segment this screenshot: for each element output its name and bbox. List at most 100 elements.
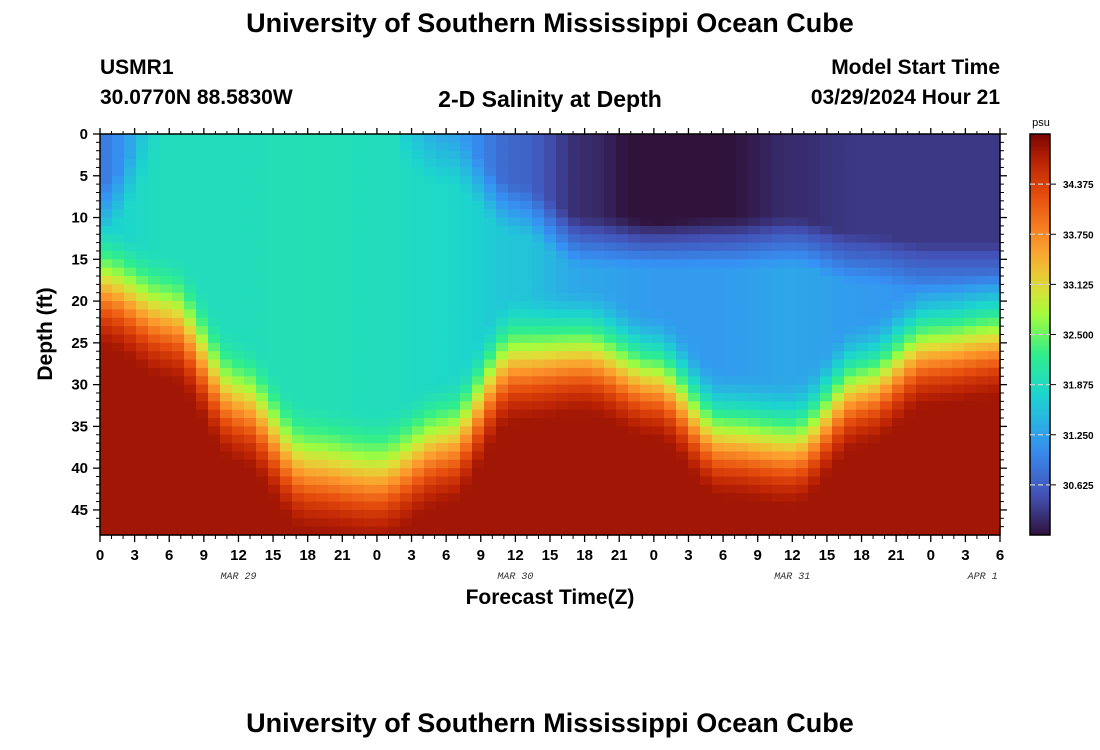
heatmap-cell <box>880 342 893 352</box>
heatmap-cell <box>664 167 677 177</box>
heatmap-cell <box>688 342 701 352</box>
heatmap-cell <box>544 184 557 194</box>
heatmap-cell <box>280 509 293 519</box>
heatmap-cell <box>244 476 257 486</box>
heatmap-cell <box>412 225 425 235</box>
heatmap-cell <box>592 334 605 344</box>
heatmap-cell <box>724 159 737 169</box>
heatmap-cell <box>268 259 281 269</box>
heatmap-cell <box>580 184 593 194</box>
heatmap-cell <box>568 242 581 252</box>
heatmap-cell <box>172 384 185 394</box>
heatmap-cell <box>724 376 737 386</box>
heatmap-cell <box>292 342 305 352</box>
heatmap-cell <box>208 234 221 244</box>
heatmap-cell <box>604 317 617 327</box>
heatmap-cell <box>544 200 557 210</box>
heatmap-cell <box>460 267 473 277</box>
heatmap-cell <box>316 309 329 319</box>
heatmap-cell <box>256 409 269 419</box>
heatmap-cell <box>868 242 881 252</box>
heatmap-cell <box>892 234 905 244</box>
heatmap-cell <box>520 142 533 152</box>
heatmap-cell <box>388 384 401 394</box>
heatmap-cell <box>916 392 929 402</box>
heatmap-cell <box>580 150 593 160</box>
heatmap-cell <box>244 192 257 202</box>
heatmap-cell <box>448 217 461 227</box>
heatmap-cell <box>664 200 677 210</box>
heatmap-cell <box>196 292 209 302</box>
heatmap-cell <box>928 384 941 394</box>
heatmap-cell <box>160 334 173 344</box>
heatmap-cell <box>952 493 965 503</box>
heatmap-cell <box>304 493 317 503</box>
heatmap-cell <box>580 409 593 419</box>
heatmap-cell <box>736 401 749 411</box>
heatmap-cell <box>556 250 569 260</box>
heatmap-cell <box>976 317 989 327</box>
heatmap-cell <box>556 175 569 185</box>
heatmap-cell <box>856 392 869 402</box>
heatmap-cell <box>184 401 197 411</box>
heatmap-cell <box>880 401 893 411</box>
heatmap-cell <box>148 150 161 160</box>
heatmap-cell <box>112 134 125 143</box>
heatmap-cell <box>460 392 473 402</box>
heatmap-cell <box>160 309 173 319</box>
heatmap-cell <box>208 434 221 444</box>
heatmap-cell <box>124 167 137 177</box>
heatmap-cell <box>940 234 953 244</box>
heatmap-cell <box>880 426 893 436</box>
heatmap-cell <box>496 518 509 528</box>
heatmap-cell <box>556 292 569 302</box>
heatmap-cell <box>904 276 917 285</box>
heatmap-cell <box>472 209 485 219</box>
y-tick-label: 40 <box>71 460 88 477</box>
heatmap-cell <box>496 367 509 377</box>
heatmap-cell <box>136 326 149 336</box>
heatmap-cell <box>220 518 233 528</box>
heatmap-cell <box>388 418 401 427</box>
heatmap-cell <box>532 159 545 169</box>
heatmap-cell <box>304 175 317 185</box>
heatmap-cell <box>724 518 737 528</box>
heatmap-cell <box>244 426 257 436</box>
heatmap-cell <box>100 418 113 427</box>
heatmap-cell <box>904 443 917 453</box>
heatmap-cell <box>988 526 1001 536</box>
heatmap-cell <box>124 192 137 202</box>
heatmap-cell <box>760 476 773 486</box>
heatmap-cell <box>484 367 497 377</box>
heatmap-cell <box>160 276 173 285</box>
heatmap-cell <box>856 134 869 143</box>
heatmap-cell <box>736 384 749 394</box>
heatmap-cell <box>844 351 857 361</box>
heatmap-cell <box>520 409 533 419</box>
heatmap-cell <box>820 175 833 185</box>
heatmap-cell <box>160 451 173 461</box>
heatmap-cell <box>676 276 689 285</box>
heatmap-cell <box>796 276 809 285</box>
heatmap-cell <box>436 459 449 469</box>
heatmap-cell <box>604 459 617 469</box>
heatmap-cell <box>724 225 737 235</box>
heatmap-cell <box>160 384 173 394</box>
heatmap-cell <box>400 192 413 202</box>
heatmap-cell <box>796 468 809 478</box>
heatmap-cell <box>604 334 617 344</box>
heatmap-cell <box>592 326 605 336</box>
heatmap-cell <box>688 476 701 486</box>
heatmap-cell <box>940 184 953 194</box>
heatmap-cell <box>856 509 869 519</box>
heatmap-cell <box>832 200 845 210</box>
heatmap-cell <box>400 250 413 260</box>
heatmap-cell <box>232 526 245 536</box>
heatmap-cell <box>460 334 473 344</box>
heatmap-cell <box>904 459 917 469</box>
heatmap-cell <box>604 384 617 394</box>
heatmap-cell <box>808 225 821 235</box>
heatmap-cell <box>928 267 941 277</box>
heatmap-cell <box>964 401 977 411</box>
heatmap-cell <box>916 167 929 177</box>
